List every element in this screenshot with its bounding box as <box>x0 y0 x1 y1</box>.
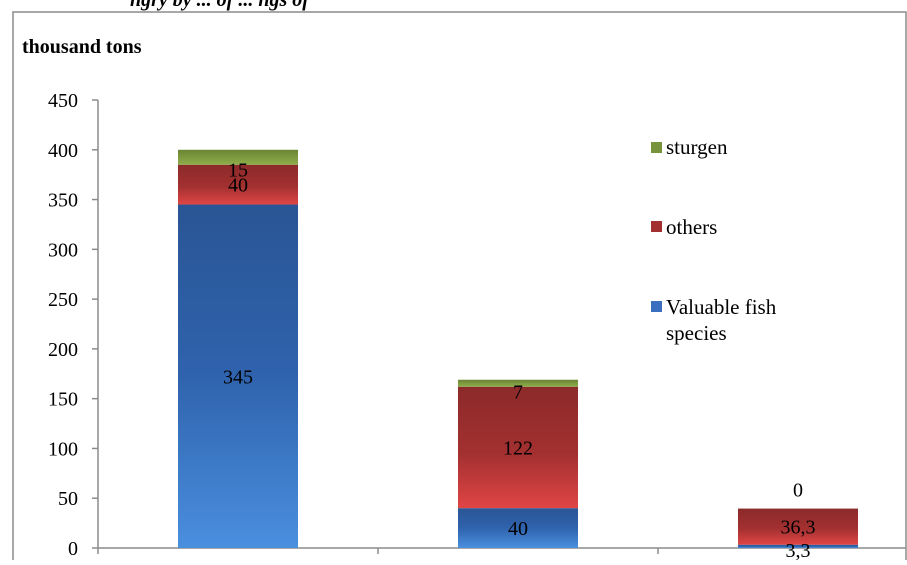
y-tick-label: 450 <box>48 90 78 112</box>
legend-swatch-valuable-fish <box>651 301 662 312</box>
y-tick-label: 250 <box>48 289 78 311</box>
data-label-valuable-fish: 345 <box>223 366 253 388</box>
data-label-sturgen: 7 <box>513 382 523 404</box>
data-label-others: 40 <box>228 175 248 197</box>
legend-swatch-others <box>651 221 662 232</box>
y-axis-ticks: 0 50 100 150 200 250 300 350 400 450 <box>48 90 98 560</box>
x-axis-ticks <box>97 548 659 554</box>
legend-label-valuable-fish: Valuable fish species <box>666 295 781 345</box>
bar-series <box>178 149 858 549</box>
data-label-sturgen: 0 <box>793 480 803 502</box>
bar-segment-valuable-fish <box>178 204 298 549</box>
data-label-others: 36,3 <box>781 517 816 539</box>
y-tick-label: 100 <box>48 438 78 460</box>
data-label-others: 122 <box>503 437 533 459</box>
legend-swatch-sturgen <box>651 142 662 153</box>
bar-segment-others <box>458 386 578 509</box>
unit-label: thousand tons <box>22 36 142 58</box>
bar-segment-sturgen <box>178 149 298 165</box>
bar-segment-others <box>738 508 858 545</box>
y-tick-label: 350 <box>48 190 78 212</box>
data-label-valuable-fish: 40 <box>508 518 528 540</box>
legend: sturgen others Valuable fish species <box>651 135 781 345</box>
y-tick-label: 50 <box>58 488 78 510</box>
y-tick-label: 300 <box>48 239 78 261</box>
y-tick-label: 0 <box>68 538 78 560</box>
y-tick-label: 200 <box>48 339 78 361</box>
y-tick-label: 150 <box>48 389 78 411</box>
bar-segment-others <box>178 164 298 205</box>
bar-segment-valuable-fish <box>458 508 578 548</box>
legend-label-others: others <box>666 215 717 239</box>
legend-label-sturgen: sturgen <box>666 135 728 159</box>
y-tick-label: 400 <box>48 140 78 162</box>
data-label-sturgen: 15 <box>228 160 248 182</box>
bar-segment-valuable-fish <box>738 544 858 548</box>
chart-caption: ngry by ... of ... ngs of <box>130 0 311 11</box>
bar-segment-sturgen <box>458 379 578 387</box>
data-label-valuable-fish: 3,3 <box>786 540 811 560</box>
